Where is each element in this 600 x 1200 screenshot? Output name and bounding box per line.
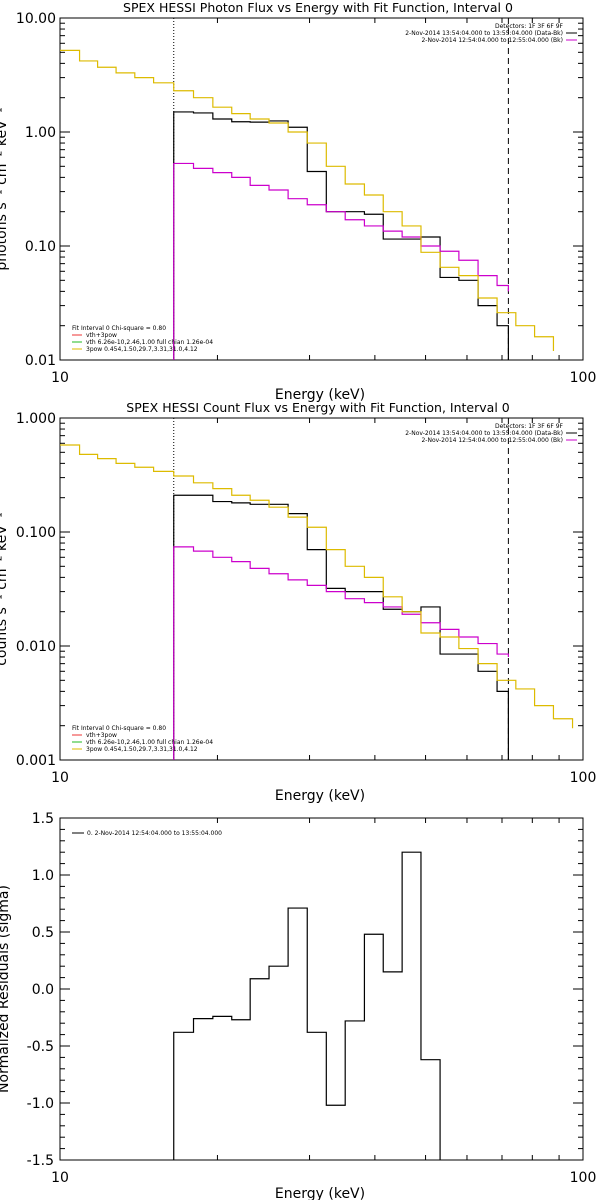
count-flux-panel: SPEX HESSI Count Flux vs Energy with Fit…: [0, 400, 596, 804]
legend-bottom-left: Fit Interval 0 Chi-square = 0.80vth+3pow…: [72, 325, 213, 353]
y-axis-label: Normalized Residuals (sigma): [0, 885, 12, 1093]
legend-text: 2-Nov-2014 12:54:04.000 to 12:55:04.000 …: [421, 437, 563, 444]
y-tick-label: 1.5: [32, 811, 54, 827]
legend-text: vth 6.26e-10,2.46,1.00 full chian 1.26e-…: [86, 739, 213, 746]
y-tick-label: -0.5: [27, 1039, 54, 1055]
legend-bottom-left: Fit Interval 0 Chi-square = 0.80vth+3pow…: [72, 725, 213, 753]
series-line-2: [60, 49, 555, 351]
legend-text: 2-Nov-2014 13:54:04.000 to 13:55:04.000 …: [405, 30, 563, 37]
series-line-2: [60, 444, 574, 729]
x-tick-label: 10: [51, 370, 69, 386]
tick-labels: 10 100 0.001 0.010 0.100 1.000: [16, 411, 596, 786]
legend-text: Detectors: 1F 3F 6F 9F: [495, 423, 564, 430]
y-tick-label: 10.00: [16, 11, 56, 27]
x-tick-label: 100: [570, 770, 597, 786]
y-tick-label: 1.0: [32, 868, 54, 884]
y-tick-label: 1.000: [16, 411, 56, 427]
data-series: [60, 444, 574, 760]
legend-text: 2-Nov-2014 13:54:04.000 to 13:55:04.000 …: [405, 430, 563, 437]
legend-text: 3pow 0.454,1.50,29.7,3.31,31.0,4.12: [86, 346, 198, 353]
series-line-0: [173, 851, 441, 1160]
plot-frame: [59, 417, 584, 761]
legend-top-right: Detectors: 1F 3F 6F 9F2-Nov-2014 13:54:0…: [405, 423, 577, 444]
legend-text: vth+3pow: [86, 332, 117, 339]
y-tick-label: 0.010: [16, 639, 56, 655]
data-series: [60, 49, 555, 360]
legend-text: 0. 2-Nov-2014 12:54:04.000 to 13:55:04.0…: [87, 830, 222, 837]
legend-text: 3pow 0.454,1.50,29.7,3.31,31.0,4.12: [86, 746, 198, 753]
y-tick-label: 0.100: [16, 525, 56, 541]
photon-flux-panel: SPEX HESSI Photon Flux vs Energy with Fi…: [0, 0, 596, 403]
residuals-panel: Energy (keV) Normalized Residuals (sigma…: [0, 811, 596, 1200]
plot-frame: [59, 817, 584, 1161]
legend-text: 2-Nov-2014 12:54:04.000 to 12:55:04.000 …: [421, 37, 563, 44]
x-tick-label: 10: [51, 1170, 69, 1186]
legend-text: vth+3pow: [86, 732, 117, 739]
y-tick-label: -1.0: [27, 1096, 54, 1112]
axis-ticks: [59, 418, 583, 761]
y-tick-label: 1.00: [25, 125, 56, 141]
x-axis-label: Energy (keV): [275, 387, 365, 403]
series-line-0: [173, 111, 509, 360]
series-line-0: [173, 494, 509, 760]
y-tick-label: 0.0: [32, 982, 54, 998]
series-line-1: [173, 546, 509, 760]
data-series: [173, 851, 441, 1160]
reference-lines: [173, 18, 509, 360]
legend-text: vth 6.26e-10,2.46,1.00 full chian 1.26e-…: [86, 339, 213, 346]
chart-title: SPEX HESSI Count Flux vs Energy with Fit…: [126, 400, 509, 415]
y-tick-label: 0.001: [16, 753, 56, 769]
legend-text: Detectors: 1F 3F 6F 9F: [495, 23, 564, 30]
x-tick-label: 100: [570, 1170, 597, 1186]
tick-labels: 10 100 0.01 0.10 1.00 10.00: [16, 11, 596, 386]
legend-top-right: Detectors: 1F 3F 6F 9F2-Nov-2014 13:54:0…: [405, 23, 577, 44]
x-tick-label: 10: [51, 770, 69, 786]
legend-text: Fit Interval 0 Chi-square = 0.80: [72, 725, 166, 732]
tick-labels: 10 100 -1.5 -1.0 -0.5 0.0 0.5 1.0 1.5: [27, 811, 597, 1186]
x-tick-label: 100: [570, 370, 597, 386]
x-axis-label: Energy (keV): [275, 1186, 365, 1200]
plot-frame: [59, 17, 584, 361]
legend-text: Fit Interval 0 Chi-square = 0.80: [72, 325, 166, 332]
axis-ticks: [59, 18, 583, 361]
y-tick-label: 0.01: [25, 353, 56, 369]
series-line-1: [173, 162, 509, 360]
y-axis-label: counts s⁻¹ cm⁻² keV⁻¹: [0, 512, 10, 666]
y-axis-label: photons s⁻¹ cm⁻² keV⁻¹: [0, 107, 10, 270]
y-tick-label: 0.10: [25, 239, 56, 255]
legend-top-left: 0. 2-Nov-2014 12:54:04.000 to 13:55:04.0…: [72, 830, 222, 837]
chart-title: SPEX HESSI Photon Flux vs Energy with Fi…: [123, 0, 513, 15]
y-tick-label: 0.5: [32, 925, 54, 941]
axis-ticks: [59, 817, 583, 1161]
y-tick-label: -1.5: [27, 1153, 54, 1169]
x-axis-label: Energy (keV): [275, 788, 365, 804]
